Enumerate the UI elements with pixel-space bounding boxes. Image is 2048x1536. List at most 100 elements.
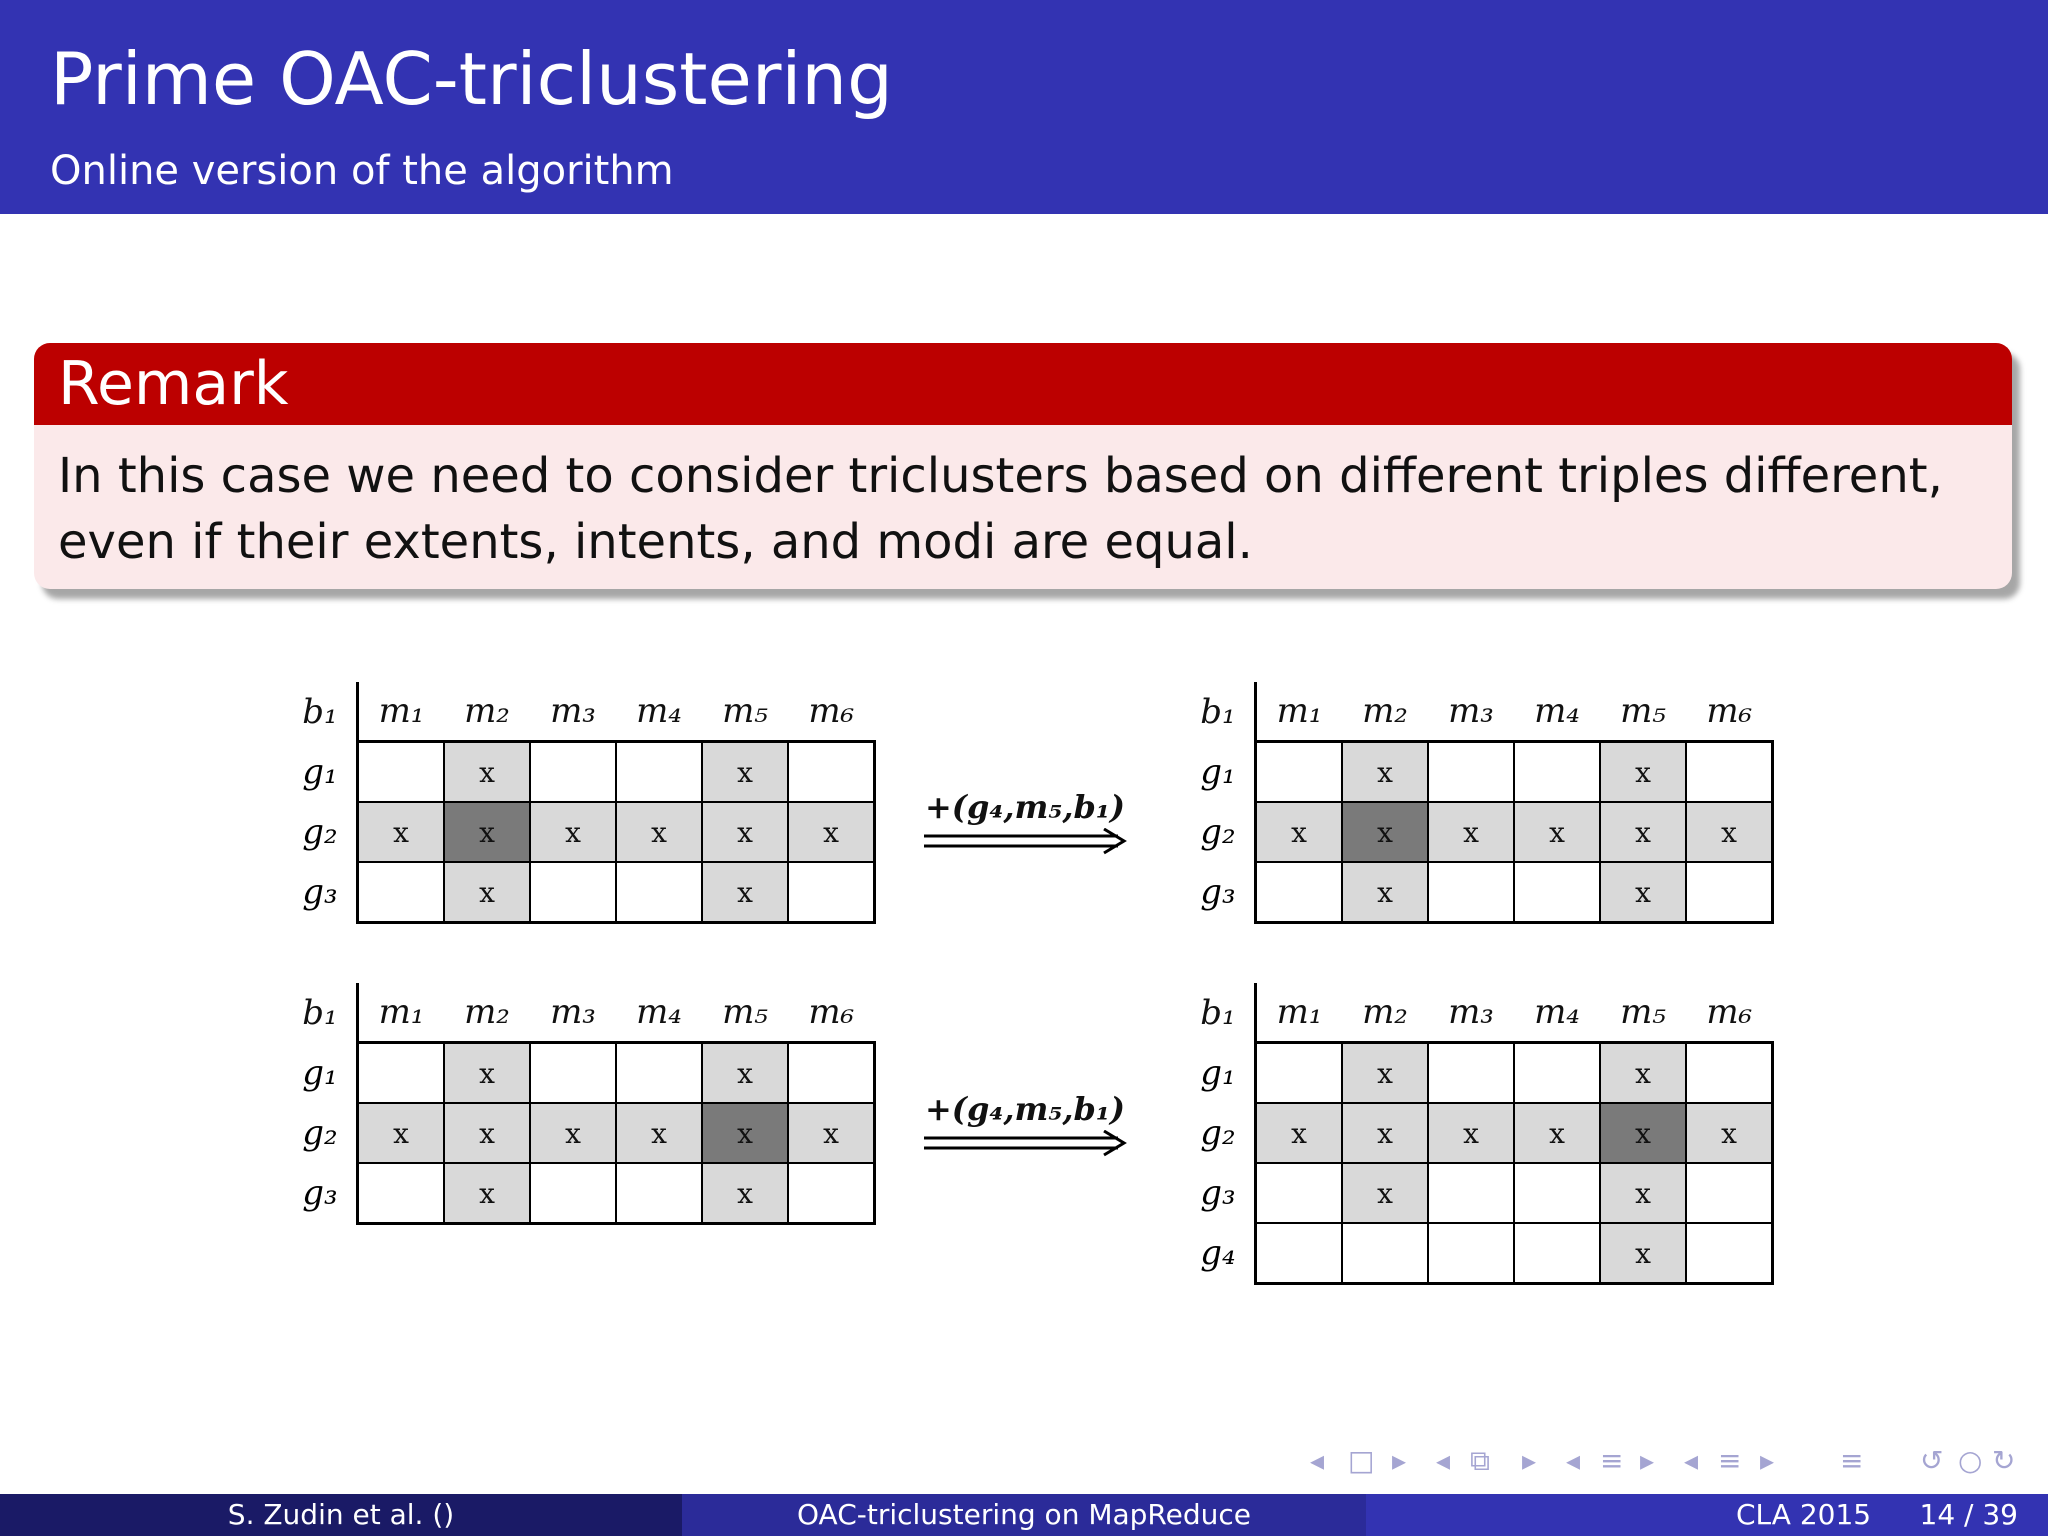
matrix-cell: x xyxy=(443,1162,531,1225)
arrow-label: +(g₄,m₅,b₁) xyxy=(924,788,1126,826)
matrix-cell xyxy=(1254,1041,1343,1104)
matrix-column-header: m₂ xyxy=(1362,691,1408,731)
matrix-cell: x xyxy=(443,1102,531,1164)
matrix-row-header: g₁ xyxy=(1182,741,1257,802)
matrix-cell: x xyxy=(1599,1222,1687,1285)
matrix-corner-label: b₁ xyxy=(284,983,359,1043)
matrix-row: g₂ x x x x x x xyxy=(284,1102,876,1164)
matrix-cell xyxy=(1254,861,1343,924)
matrix-column-header: m₆ xyxy=(808,691,855,731)
matrix-cell xyxy=(1254,740,1343,803)
search-icon[interactable]: ○ xyxy=(1958,1444,1983,1477)
matrix-cell: x xyxy=(615,1102,703,1164)
matrix-cell: x xyxy=(356,1102,445,1164)
matrix-column-header: m₁ xyxy=(1276,992,1323,1032)
matrix-cell xyxy=(615,1041,703,1104)
matrix-cell xyxy=(1427,740,1515,803)
back-forward-icon[interactable]: ↻ xyxy=(1992,1444,2016,1477)
double-arrow-icon xyxy=(924,828,1127,855)
next-subsection-icon[interactable]: ▸ xyxy=(1522,1444,1537,1477)
matrix-cell xyxy=(1513,1162,1601,1224)
prev-section-icon[interactable]: ◂ xyxy=(1566,1444,1581,1477)
matrix-column-header: m₄ xyxy=(636,992,682,1032)
matrix-cell xyxy=(615,740,703,803)
matrix-row: g₂ x x x x x x xyxy=(1182,1102,1774,1164)
matrix-cell: x xyxy=(1254,1102,1343,1164)
next-section-icon[interactable]: ▸ xyxy=(1640,1444,1655,1477)
matrix-row-header: g₃ xyxy=(284,1163,359,1224)
arrow-label: +(g₄,m₅,b₁) xyxy=(924,1090,1126,1128)
matrix-cell xyxy=(356,861,445,924)
matrix-cell: x xyxy=(443,861,531,924)
footer-talk-title: OAC-triclustering on MapReduce xyxy=(682,1494,1366,1536)
matrix-cell: x xyxy=(787,1102,876,1164)
matrix-row: g₃ x x xyxy=(284,1162,876,1225)
matrix-cell xyxy=(1254,1222,1343,1285)
matrix-cell xyxy=(1427,861,1515,924)
slide-header: Prime OAC-triclustering Online version o… xyxy=(0,0,2048,214)
prev-subsection-icon[interactable]: ◂ xyxy=(1436,1444,1451,1477)
matrix-row: g₂ x x x x x x xyxy=(284,801,876,863)
matrix-cell xyxy=(787,740,876,803)
next-frame-icon[interactable]: ▸ xyxy=(1392,1444,1407,1477)
section-icon[interactable]: ≡ xyxy=(1718,1444,1742,1477)
beamer-navigation: ◂ □ ▸ ◂ ⧉ ▸ ◂ ≡ ▸ ◂ ≡ ▸ ≡ ↺ ○ ↻ xyxy=(1310,1444,2030,1484)
matrix-cell: x xyxy=(701,1041,789,1104)
matrix-column-header: m₁ xyxy=(1276,691,1323,731)
matrix-cell xyxy=(1341,1222,1429,1285)
footer-right: CLA 2015 14 / 39 xyxy=(1366,1494,2048,1536)
matrix-column-header: m₆ xyxy=(1706,691,1753,731)
matrix-cell: x xyxy=(1599,740,1687,803)
prev-section-icon[interactable]: ◂ xyxy=(1684,1444,1699,1477)
matrix-cell: x xyxy=(1341,861,1429,924)
frame-icon[interactable]: □ xyxy=(1348,1444,1375,1477)
subsection-icon[interactable]: ⧉ xyxy=(1470,1444,1490,1477)
back-forward-icon[interactable]: ↺ xyxy=(1920,1444,1944,1477)
incidence-matrix-left: b₁ m₁ m₂ m₃ m₄ m₅ m₆ g₁ x x g₂ x x x x x x g₃ x x xyxy=(284,682,876,924)
matrix-column-header: m₅ xyxy=(1620,992,1666,1032)
section-icon[interactable]: ≡ xyxy=(1600,1444,1624,1477)
matrix-row: g₃ x x xyxy=(1182,861,1774,924)
slide-title: Prime OAC-triclustering xyxy=(50,37,893,121)
matrix-cell: x xyxy=(1599,801,1687,863)
footer-conference: CLA 2015 xyxy=(1736,1498,1872,1531)
matrix-column-header: m₃ xyxy=(550,691,596,731)
matrix-cell: x xyxy=(1341,801,1429,863)
matrix-cell xyxy=(1254,1162,1343,1224)
matrix-cell xyxy=(1513,740,1601,803)
matrix-column-header: m₄ xyxy=(1534,992,1580,1032)
matrix-cell xyxy=(1427,1222,1515,1285)
matrix-cell xyxy=(615,1162,703,1225)
matrix-row: g₃ x x xyxy=(284,861,876,924)
toc-icon[interactable]: ≡ xyxy=(1840,1444,1864,1477)
prev-frame-icon[interactable]: ◂ xyxy=(1310,1444,1325,1477)
matrix-column-header: m₆ xyxy=(1706,992,1753,1032)
matrix-cell xyxy=(1685,1222,1774,1285)
matrix-row-header: g₃ xyxy=(1182,1163,1257,1223)
matrix-column-header: m₂ xyxy=(464,691,510,731)
matrix-cell xyxy=(529,1162,617,1225)
matrix-cell xyxy=(356,1162,445,1225)
matrix-cell: x xyxy=(1341,1102,1429,1164)
matrix-row-header: g₁ xyxy=(284,741,359,802)
matrix-cell: x xyxy=(1513,801,1601,863)
matrix-cell xyxy=(529,861,617,924)
footer-page-number: 14 / 39 xyxy=(1919,1498,2019,1531)
next-section-icon[interactable]: ▸ xyxy=(1760,1444,1775,1477)
matrix-cell: x xyxy=(1341,740,1429,803)
matrix-cell xyxy=(529,740,617,803)
matrix-corner-label: b₁ xyxy=(284,682,359,742)
matrix-cell: x xyxy=(701,1102,789,1164)
incidence-matrix-left: b₁ m₁ m₂ m₃ m₄ m₅ m₆ g₁ x x g₂ x x x x x x g₃ x x xyxy=(284,983,876,1225)
matrix-column-header: m₄ xyxy=(1534,691,1580,731)
matrix-column-header: m₅ xyxy=(1620,691,1666,731)
matrix-cell: x xyxy=(1341,1162,1429,1224)
matrix-column-header: m₅ xyxy=(722,992,768,1032)
matrix-cell: x xyxy=(1599,1162,1687,1224)
matrix-column-header: m₃ xyxy=(1448,691,1494,731)
matrix-cell: x xyxy=(1341,1041,1429,1104)
matrix-cell: x xyxy=(1599,861,1687,924)
matrix-cell: x xyxy=(701,801,789,863)
matrix-column-header: m₂ xyxy=(1362,992,1408,1032)
remark-body: In this case we need to consider triclus… xyxy=(58,448,1943,570)
